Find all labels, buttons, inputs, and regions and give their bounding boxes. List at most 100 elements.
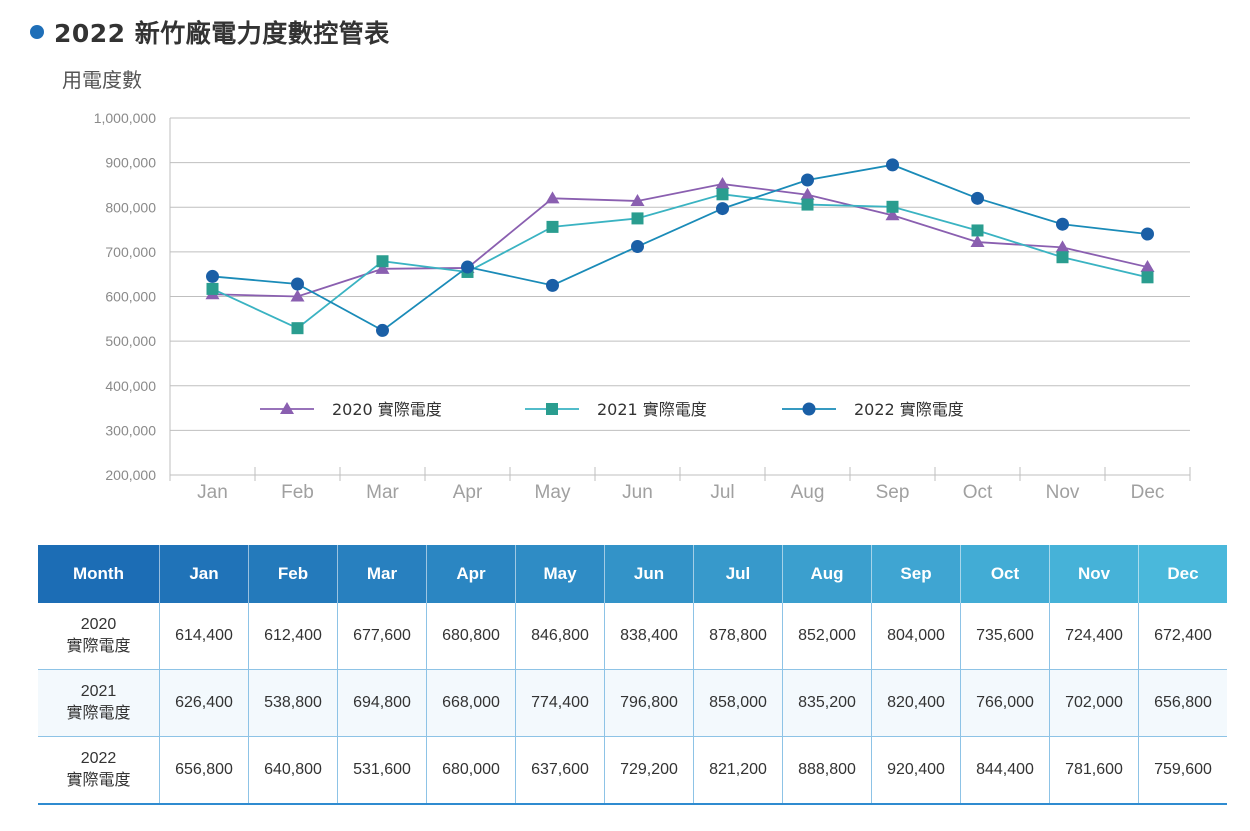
- data-point-circle: [971, 191, 984, 205]
- legend-label: 2022 實際電度: [854, 400, 964, 419]
- data-point-square: [716, 188, 729, 201]
- table-header-cell: Jan: [159, 545, 249, 603]
- x-tick-label: Sep: [876, 482, 910, 503]
- table-cell: 656,800: [1138, 669, 1227, 737]
- table-cell: 888,800: [782, 736, 872, 805]
- table-cell: 835,200: [782, 669, 872, 737]
- table-cell: 838,400: [604, 603, 694, 670]
- table-header-row: Month Jan Feb Mar Apr May Jun Jul Aug Sep Oct Nov De…: [38, 545, 1227, 603]
- x-tick-label: Apr: [453, 482, 483, 503]
- row-year: 2020: [80, 616, 117, 633]
- data-point-square: [1141, 271, 1154, 284]
- data-point-triangle: [545, 191, 560, 204]
- x-tick-label: Jul: [710, 482, 734, 503]
- table-cell: 820,400: [871, 669, 961, 737]
- data-point-square: [546, 220, 559, 233]
- table-header-cell: Feb: [248, 545, 338, 603]
- y-tick-label: 500,000: [105, 333, 156, 349]
- data-point-circle: [1056, 217, 1069, 231]
- data-point-triangle: [375, 261, 390, 274]
- y-tick-label: 200,000: [105, 467, 156, 483]
- data-point-triangle: [970, 235, 985, 248]
- table-row: 2020 實際電度 614,400 612,400 677,600 680,800 846,…: [38, 603, 1227, 670]
- table-cell: 672,400: [1138, 603, 1227, 670]
- y-tick-label: 900,000: [105, 155, 156, 171]
- table-cell: 656,800: [159, 736, 249, 805]
- row-year: 2022: [80, 750, 117, 767]
- table-cell: 852,000: [782, 603, 872, 670]
- data-point-circle: [631, 240, 644, 254]
- table-cell: 774,400: [515, 669, 605, 737]
- table-header-cell: Nov: [1049, 545, 1139, 603]
- y-tick-label: 300,000: [105, 422, 156, 438]
- x-tick-label: Feb: [281, 482, 314, 503]
- legend-marker-triangle: [280, 402, 294, 414]
- data-point-triangle: [290, 289, 305, 302]
- row-label-text: 實際電度: [66, 638, 131, 655]
- table-header-month: Month: [38, 545, 160, 603]
- table-cell: 694,800: [337, 669, 427, 737]
- table-header-cell: Dec: [1138, 545, 1227, 603]
- table-row-label: 2021 實際電度: [38, 669, 160, 737]
- row-label-text: 實際電度: [66, 772, 131, 789]
- table-row-label: 2020 實際電度: [38, 603, 160, 670]
- legend-label: 2021 實際電度: [597, 400, 707, 419]
- table-header-cell: Sep: [871, 545, 961, 603]
- table-cell: 920,400: [871, 736, 961, 805]
- x-tick-label: Jan: [197, 482, 228, 503]
- table-header-cell: Jun: [604, 545, 694, 603]
- x-tick-label: Aug: [791, 482, 825, 503]
- data-point-circle: [461, 260, 474, 274]
- table-cell: 804,000: [871, 603, 961, 670]
- data-table: Month Jan Feb Mar Apr May Jun Jul Aug Sep Oct Nov De…: [38, 545, 1227, 805]
- data-point-circle: [291, 277, 304, 291]
- y-tick-label: 400,000: [105, 378, 156, 394]
- table-cell: 796,800: [604, 669, 694, 737]
- series-line-2: [212, 193, 1148, 330]
- table-cell: 680,800: [426, 603, 516, 670]
- data-point-square: [886, 200, 899, 213]
- x-tick-label: Mar: [366, 482, 399, 503]
- table-body: 2020 實際電度 614,400 612,400 677,600 680,800 846,…: [38, 603, 1227, 805]
- table-cell: 846,800: [515, 603, 605, 670]
- table-header-cell: Jul: [693, 545, 783, 603]
- table-cell: 680,000: [426, 736, 516, 805]
- table-header-cell: Aug: [782, 545, 872, 603]
- table-header-cell: Mar: [337, 545, 427, 603]
- data-point-triangle: [800, 187, 815, 200]
- table-cell: 781,600: [1049, 736, 1139, 805]
- table-header-cell: Apr: [426, 545, 516, 603]
- legend-marker-circle: [802, 402, 816, 416]
- data-point-square: [206, 282, 219, 295]
- data-point-circle: [376, 323, 389, 337]
- data-point-circle: [801, 173, 814, 187]
- y-tick-label: 800,000: [105, 199, 156, 215]
- data-point-square: [971, 224, 984, 237]
- data-point-circle: [206, 269, 219, 283]
- table-row-label: 2022 實際電度: [38, 736, 160, 805]
- table-row: 2021 實際電度 626,400 538,800 694,800 668,000 774,…: [38, 669, 1227, 737]
- y-axis-unit-label: 用電度數: [62, 68, 142, 92]
- data-point-square: [631, 212, 644, 225]
- y-tick-label: 700,000: [105, 244, 156, 260]
- table-cell: 759,600: [1138, 736, 1227, 805]
- table-cell: 766,000: [960, 669, 1050, 737]
- table-header-cell: May: [515, 545, 605, 603]
- data-point-circle: [546, 278, 559, 292]
- table-cell: 878,800: [693, 603, 783, 670]
- data-point-circle: [1141, 227, 1154, 241]
- table-cell: 821,200: [693, 736, 783, 805]
- data-point-circle: [716, 202, 729, 216]
- table-cell: 858,000: [693, 669, 783, 737]
- data-point-square: [1056, 251, 1069, 264]
- data-point-square: [801, 198, 814, 211]
- table-row: 2022 實際電度 656,800 640,800 531,600 680,000 637,…: [38, 736, 1227, 805]
- data-point-triangle: [630, 194, 645, 207]
- table-cell: 668,000: [426, 669, 516, 737]
- table-cell: 531,600: [337, 736, 427, 805]
- table-cell: 844,400: [960, 736, 1050, 805]
- data-point-square: [376, 255, 389, 268]
- row-year: 2021: [80, 683, 117, 700]
- data-point-triangle: [1140, 260, 1155, 273]
- table-cell: 612,400: [248, 603, 338, 670]
